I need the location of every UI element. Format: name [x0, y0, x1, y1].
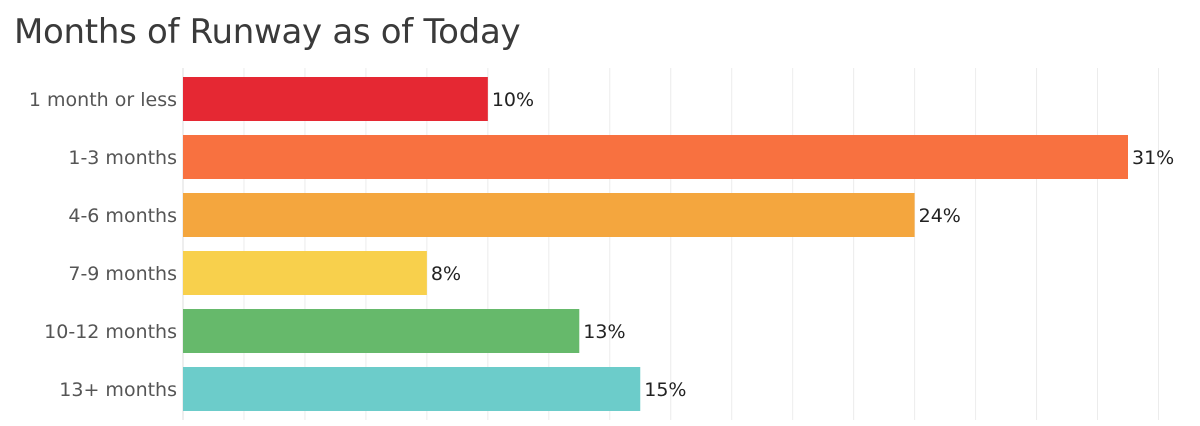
data-label: 31%: [1132, 147, 1174, 169]
gridlines: [182, 68, 1159, 420]
category-label: 7-9 months: [68, 263, 177, 285]
category-label: 10-12 months: [44, 321, 177, 343]
data-label: 10%: [492, 89, 534, 111]
bars: [183, 77, 1128, 411]
category-label: 13+ months: [59, 379, 177, 401]
category-label: 4-6 months: [68, 205, 177, 227]
bar: [183, 135, 1128, 179]
data-label: 8%: [431, 263, 461, 285]
category-label: 1-3 months: [68, 147, 177, 169]
bar: [183, 77, 488, 121]
data-label: 15%: [644, 379, 686, 401]
bar: [183, 367, 641, 411]
bar: [183, 251, 427, 295]
labels: 1 month or less 10% 1-3 months 31% 4-6 month…: [29, 89, 1174, 401]
category-label: 1 month or less: [29, 89, 177, 111]
bar: [183, 309, 580, 353]
data-label: 24%: [919, 205, 961, 227]
chart-title: Months of Runway as of Today: [14, 12, 521, 52]
data-label: 13%: [583, 321, 625, 343]
bar: [183, 193, 915, 237]
